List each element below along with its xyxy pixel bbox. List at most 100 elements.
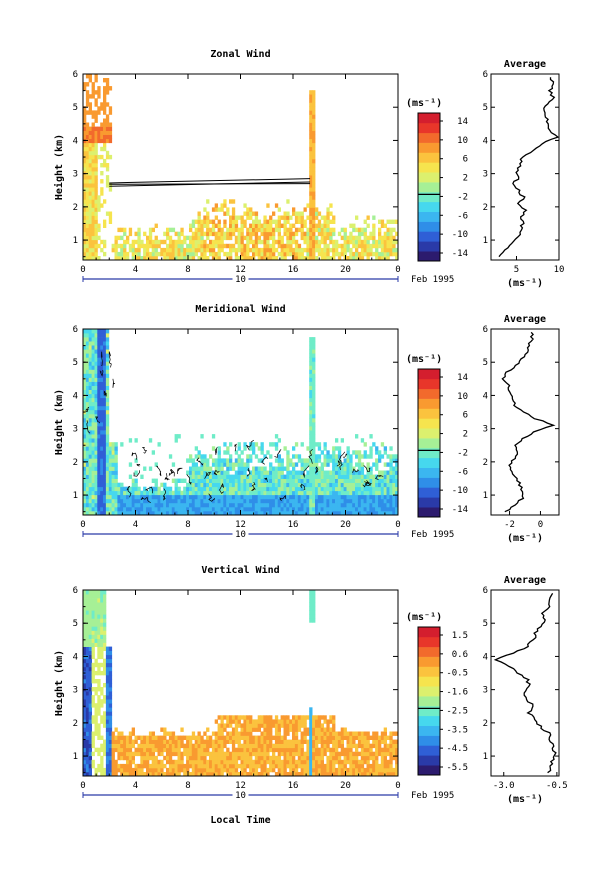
heatmap-cell — [180, 251, 184, 257]
colorbar-swatch — [418, 221, 440, 232]
heatmap-cell — [320, 494, 324, 500]
heatmap-cell — [131, 751, 135, 757]
heatmap-cell — [83, 211, 87, 216]
colorbar-tick-label: -14 — [452, 249, 468, 259]
heatmap-cell — [306, 772, 310, 777]
heatmap-cell — [243, 211, 247, 216]
heatmap-cell — [148, 731, 153, 736]
heatmap-cell — [166, 772, 170, 777]
colorbar-swatch — [418, 369, 440, 380]
heatmap-cell — [108, 755, 113, 761]
heatmap-cell — [346, 446, 350, 451]
average-title: Average — [504, 314, 546, 325]
x-tick-label: 8 — [185, 781, 190, 791]
heatmap-cell — [280, 502, 284, 508]
heatmap-cell — [223, 470, 227, 475]
heatmap-cell — [97, 767, 101, 773]
heatmap-cell — [283, 763, 287, 769]
heatmap-cell — [389, 759, 393, 765]
heatmap-cell — [286, 478, 290, 483]
heatmap-cell — [131, 478, 135, 483]
heatmap-cell — [134, 735, 138, 740]
heatmap-cell — [234, 215, 239, 220]
heatmap-cell — [309, 365, 313, 370]
heatmap-cell — [326, 227, 330, 233]
heatmap-cell — [91, 243, 95, 249]
heatmap-cell — [83, 650, 87, 656]
heatmap-cell — [392, 227, 396, 233]
heatmap-cell — [309, 223, 313, 228]
heatmap-cell — [220, 747, 224, 753]
heatmap-cell — [257, 458, 261, 463]
heatmap-cell — [97, 227, 101, 233]
heatmap-cell — [91, 687, 95, 692]
heatmap-cell — [103, 614, 107, 619]
colorbar-swatch — [418, 715, 440, 726]
heatmap-cell — [85, 183, 90, 188]
heatmap-cell — [349, 763, 353, 769]
heatmap-cell — [100, 759, 104, 765]
heatmap-cell — [315, 454, 319, 459]
heatmap-cell — [97, 349, 101, 354]
heatmap-cell — [114, 502, 118, 508]
heatmap-cell — [97, 389, 101, 395]
heatmap-cell — [91, 385, 95, 390]
heatmap-cell — [280, 739, 284, 744]
heatmap-cell — [88, 670, 92, 676]
heatmap-cell — [355, 470, 359, 475]
heatmap-cell — [94, 767, 98, 773]
heatmap-cell — [88, 345, 92, 350]
heatmap-cell — [189, 247, 193, 253]
heatmap-cell — [134, 486, 138, 492]
heatmap-cell — [252, 219, 256, 224]
heatmap-cell — [214, 223, 218, 228]
heatmap-cell — [274, 239, 279, 245]
heatmap-cell — [309, 256, 313, 261]
zonal-reference-line — [109, 178, 311, 184]
heatmap-cell — [315, 211, 319, 216]
heatmap-cell — [392, 751, 396, 757]
heatmap-cell — [252, 735, 256, 740]
heatmap-cell — [131, 759, 135, 765]
heatmap-cell — [220, 715, 224, 720]
heatmap-cell — [174, 490, 178, 496]
heatmap-cell — [380, 772, 385, 777]
heatmap-cell — [306, 747, 310, 753]
heatmap-cell — [120, 243, 124, 249]
heatmap-cell — [108, 474, 113, 479]
heatmap-cell — [294, 767, 299, 773]
heatmap-cell — [143, 466, 147, 471]
heatmap-cell — [326, 494, 330, 500]
heatmap-cell — [85, 203, 90, 208]
heatmap-cell — [94, 413, 98, 419]
heatmap-cell — [94, 389, 98, 395]
heatmap-cell — [300, 731, 304, 736]
heatmap-cell — [346, 243, 350, 249]
heatmap-cell — [369, 751, 373, 757]
heatmap-cell — [315, 243, 319, 249]
heatmap-cell — [83, 502, 87, 508]
heatmap-cell — [134, 763, 138, 769]
heatmap-cell — [91, 187, 95, 192]
heatmap-cell — [231, 231, 236, 237]
heatmap-cell — [200, 759, 204, 765]
heatmap-cell — [146, 494, 150, 500]
heatmap-cell — [263, 735, 267, 740]
heatmap-cell — [91, 650, 95, 656]
heatmap-cell — [154, 478, 158, 483]
heatmap-cell — [320, 511, 324, 516]
heatmap-cell — [203, 498, 207, 504]
heatmap-cell — [94, 662, 98, 668]
heatmap-cell — [326, 735, 330, 740]
heatmap-cell — [240, 494, 244, 500]
heatmap-cell — [105, 130, 110, 135]
heatmap-cell — [363, 772, 367, 777]
heatmap-cell — [355, 735, 359, 740]
heatmap-cell — [294, 231, 299, 237]
heatmap-cell — [323, 498, 327, 504]
heatmap-cell — [200, 482, 204, 488]
heatmap-cell — [309, 167, 313, 172]
heatmap-cell — [277, 719, 281, 724]
x-tick-label: 0 — [80, 265, 85, 275]
heatmap-cell — [200, 227, 204, 233]
